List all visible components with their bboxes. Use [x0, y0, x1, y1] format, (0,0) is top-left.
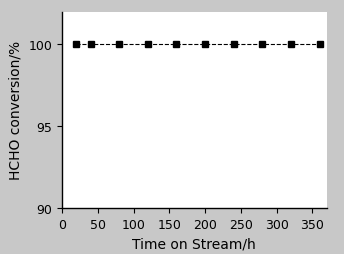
Y-axis label: HCHO conversion/%: HCHO conversion/% [9, 41, 23, 180]
X-axis label: Time on Stream/h: Time on Stream/h [132, 236, 256, 250]
